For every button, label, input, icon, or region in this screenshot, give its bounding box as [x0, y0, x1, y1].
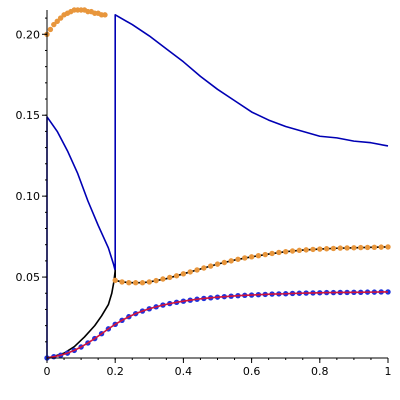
series-2-point-52 [344, 245, 350, 251]
series-2-point-2 [51, 21, 57, 28]
series-2-point-32 [207, 263, 214, 269]
series-2-point-19 [119, 279, 125, 285]
series-2-point-49 [323, 246, 330, 252]
series-layer [44, 7, 391, 361]
series-2-point-20 [126, 280, 132, 286]
series-2-point-55 [364, 244, 371, 251]
series-2-point-35 [228, 258, 234, 264]
axes-layer: 0 0.2 0.4 0.6 0.8 1 0.05 0.10 0.15 0.20 [16, 10, 392, 378]
series-2-point-27 [173, 273, 180, 279]
x-tick-label-1: 0.2 [106, 365, 124, 378]
series-2-point-33 [214, 261, 221, 267]
x-tick-label-2: 0.4 [175, 365, 193, 378]
series-2-point-22 [139, 280, 146, 286]
series-2-point-3 [54, 18, 60, 25]
y-tick-label-2: 0.15 [16, 109, 41, 122]
series-line-0 [46, 14, 389, 358]
series-2-point-23 [146, 279, 152, 285]
series-2-point-42 [276, 249, 282, 256]
series-2-point-47 [310, 246, 316, 253]
series-2-point-38 [248, 254, 255, 260]
y-tick-label-3: 0.20 [16, 28, 41, 41]
series-2-point-58 [385, 244, 391, 250]
series-2-point-28 [180, 271, 187, 277]
series-2-point-48 [317, 246, 323, 252]
series-2-point-18 [112, 277, 118, 284]
x-tick-label-3: 0.6 [243, 365, 261, 378]
series-2-point-21 [132, 280, 139, 286]
series-2-point-17 [102, 12, 108, 18]
series-2-point-24 [153, 277, 159, 284]
series-2-point-31 [201, 265, 207, 271]
x-tick-label-5: 1 [385, 365, 392, 378]
series-2-point-56 [371, 244, 378, 250]
y-tick-label-0: 0.05 [16, 271, 41, 284]
series-2-point-51 [337, 245, 343, 251]
series-2-point-25 [160, 276, 166, 282]
series-line-4 [46, 291, 388, 359]
series-2-point-45 [296, 247, 303, 254]
series-2-point-26 [167, 274, 173, 281]
series-2-point-36 [235, 256, 241, 262]
series-2-point-46 [303, 247, 309, 253]
series-2-point-44 [289, 248, 296, 254]
series-2-point-37 [242, 255, 248, 261]
x-tick-label-0: 0 [44, 365, 51, 378]
series-2-point-53 [351, 245, 357, 251]
series-2-point-50 [330, 245, 337, 252]
series-2-point-57 [378, 244, 384, 250]
y-tick-label-1: 0.10 [16, 190, 41, 203]
series-2-point-40 [262, 251, 268, 258]
series-2-point-1 [47, 26, 54, 33]
series-2-point-54 [358, 244, 364, 251]
series-2-point-30 [194, 267, 200, 273]
series-2-point-34 [221, 259, 228, 266]
x-tick-label-4: 0.8 [311, 365, 329, 378]
series-2-point-41 [269, 250, 275, 257]
series-2-point-39 [255, 253, 262, 259]
series-2-point-4 [57, 15, 64, 21]
series-2-point-29 [187, 269, 193, 275]
series-2-point-43 [283, 248, 289, 255]
